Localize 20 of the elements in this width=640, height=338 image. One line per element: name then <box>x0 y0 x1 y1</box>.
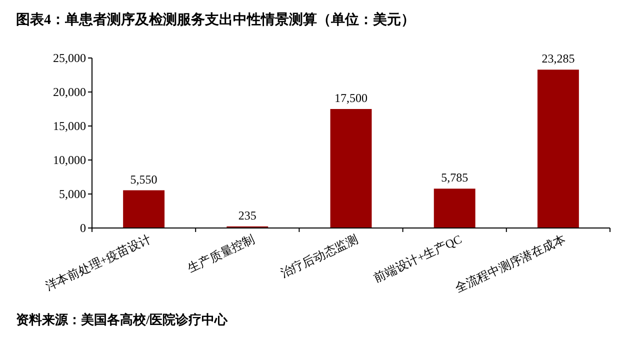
data-label: 23,285 <box>542 52 575 66</box>
data-label: 5,785 <box>441 170 468 185</box>
y-tick-label: 15,000 <box>53 119 86 133</box>
bar <box>330 109 372 228</box>
x-tick-label: 洋本前处理+疫苗设计 <box>43 232 154 294</box>
bar <box>434 188 476 228</box>
data-label: 5,550 <box>130 172 158 186</box>
data-label: 235 <box>238 208 256 222</box>
y-tick-label: 10,000 <box>53 153 86 167</box>
y-tick-label: 20,000 <box>53 85 86 99</box>
text: 资料来源：美国各高校/医院诊疗中心 <box>16 312 229 327</box>
bar <box>123 190 165 228</box>
chart-title: 图表4：单患者测序及检测服务支出中性情景测算（单位：美元） <box>16 11 415 28</box>
x-tick-label: 生产质量控制 <box>185 232 257 276</box>
bar <box>537 70 579 228</box>
y-tick-label: 5,000 <box>59 187 86 201</box>
data-label: 17,500 <box>334 91 368 105</box>
x-tick-label: 治疗后动态监测 <box>278 232 360 280</box>
y-tick-label: 0 <box>80 221 86 235</box>
y-tick-label: 25,000 <box>53 51 86 65</box>
